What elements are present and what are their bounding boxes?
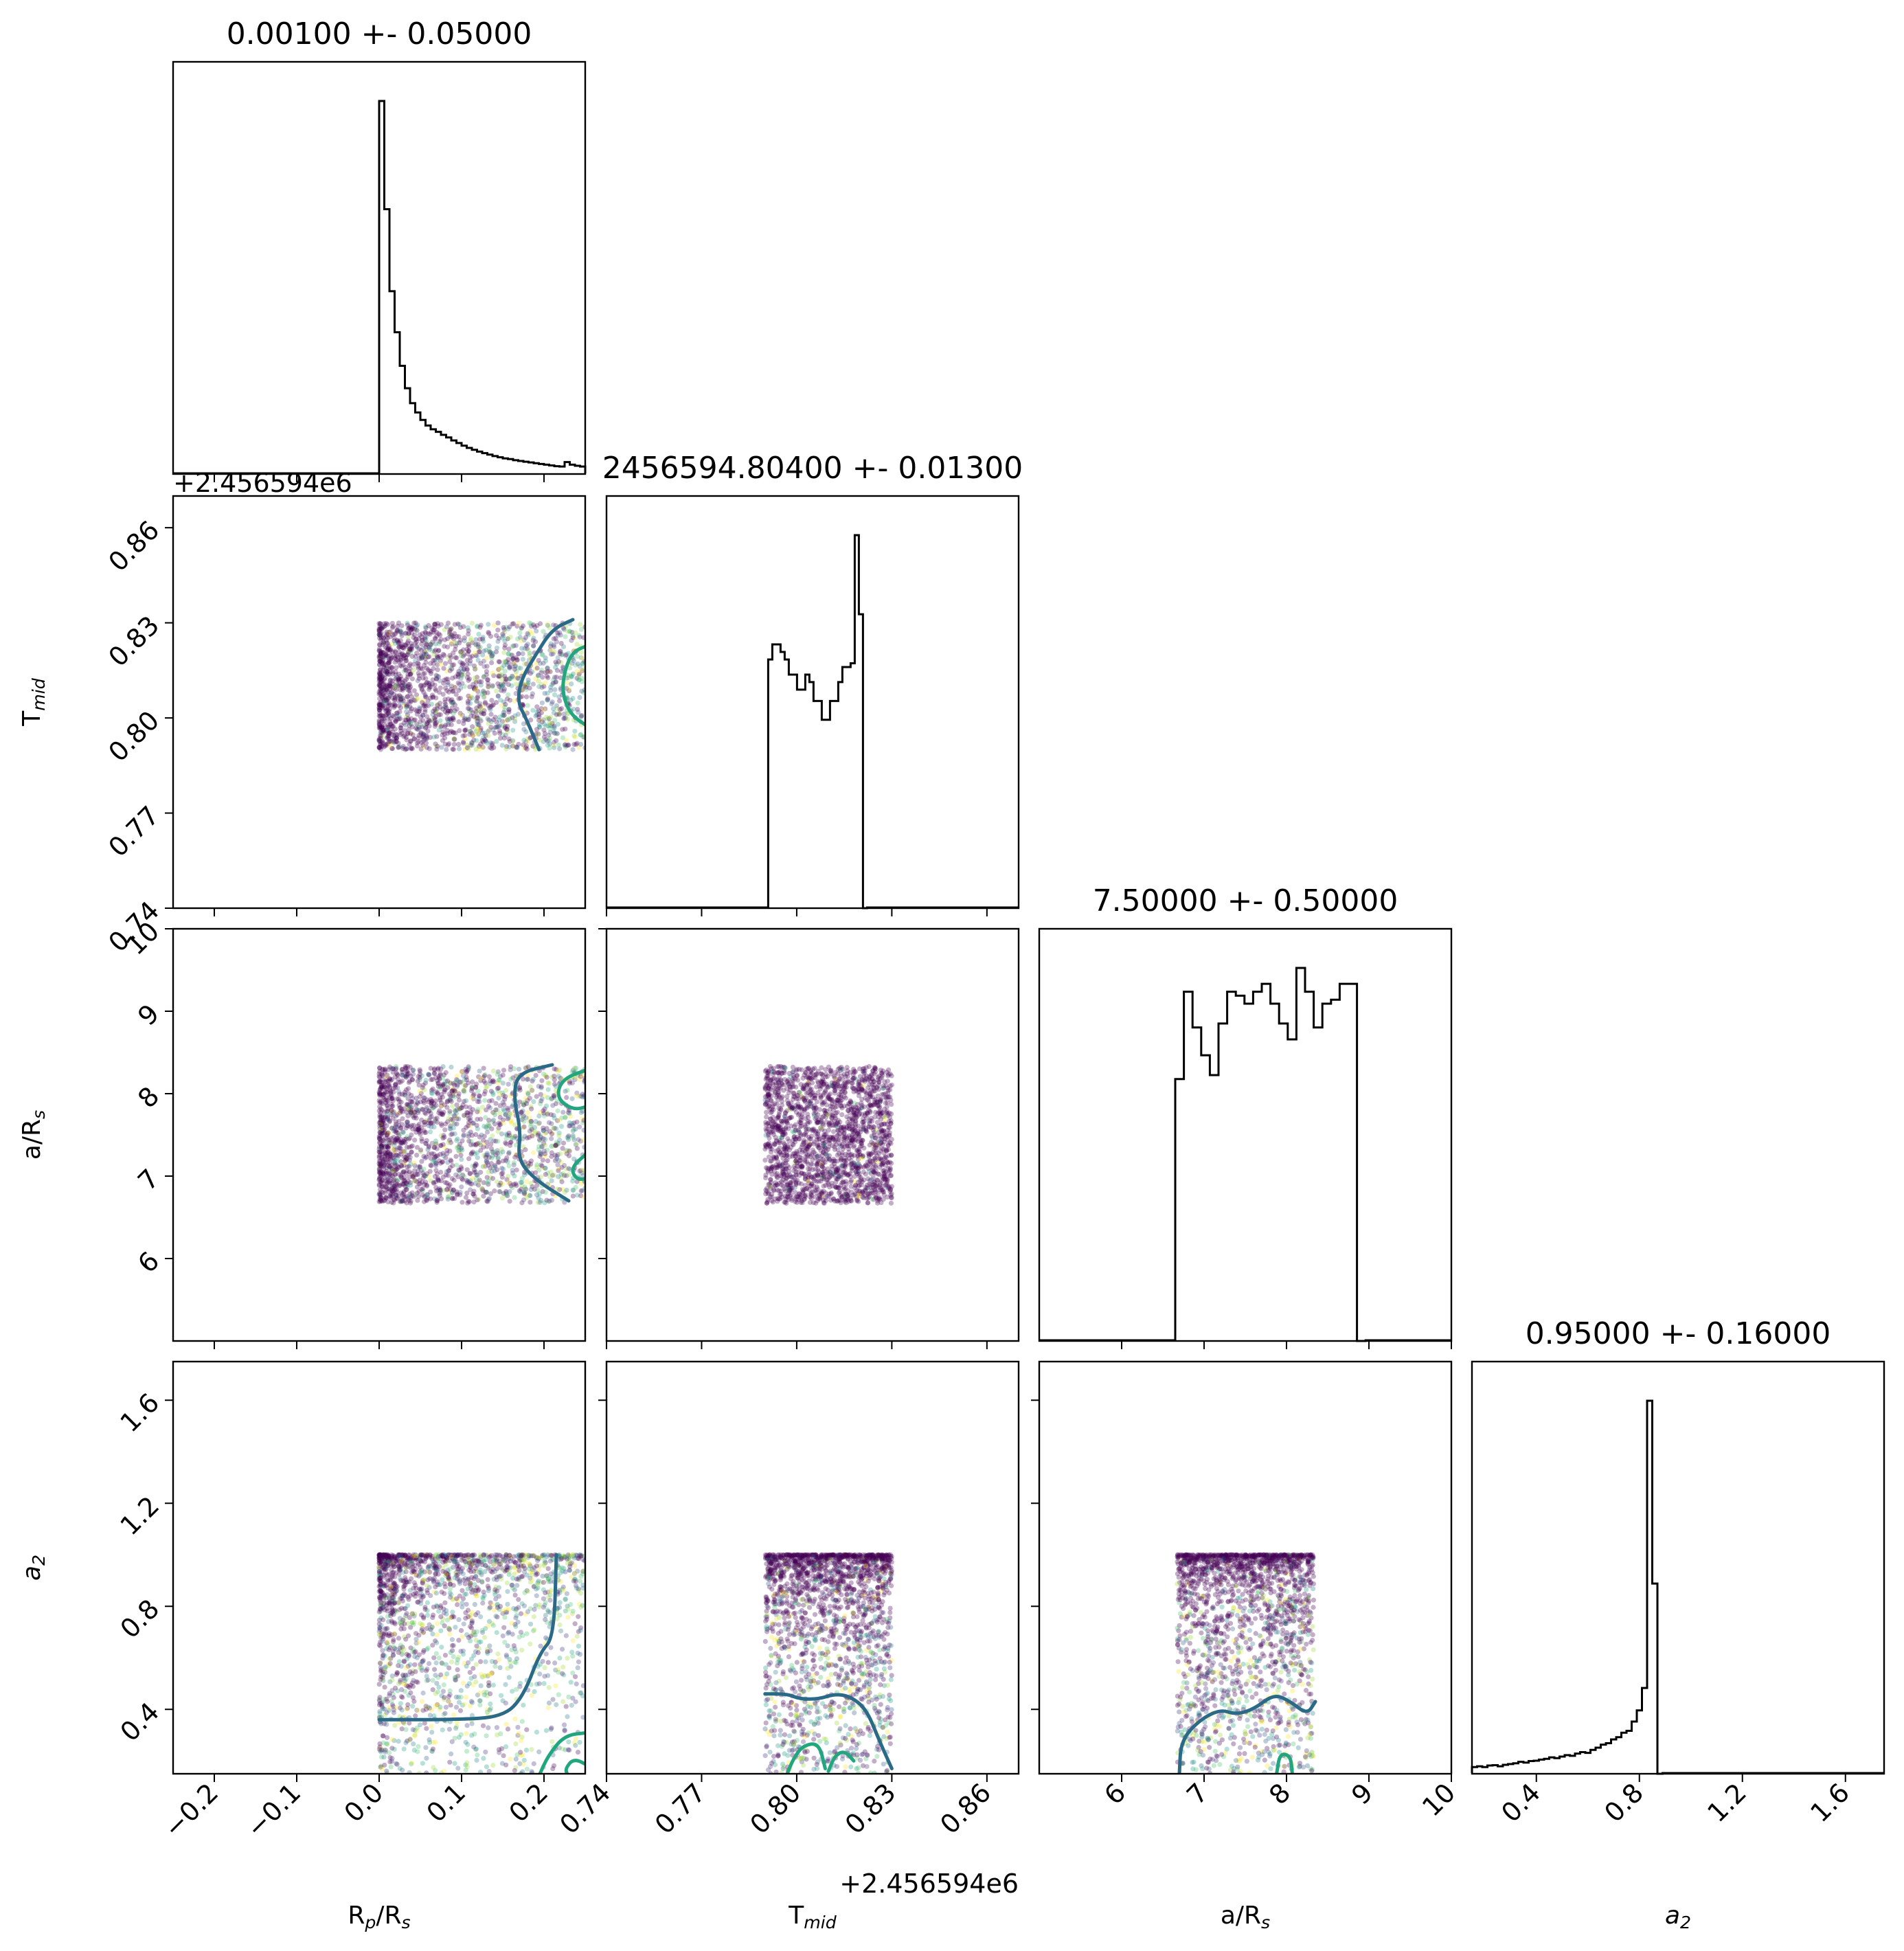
- xlabel-a2: a2: [1665, 1902, 1691, 1932]
- ytick-label-ars: 6: [132, 1245, 165, 1278]
- xtick-label-a2: 1.6: [1804, 1777, 1855, 1828]
- ytick-label-tmid: 0.83: [102, 610, 165, 673]
- label-layer: 0.00100 +- 0.05000 2456594.80400 +- 0.013…: [18, 16, 1855, 1932]
- xtick-label-tmid: 0.77: [649, 1777, 712, 1840]
- ytick-label-a2: 0.4: [115, 1697, 166, 1748]
- xtick-label-ars: 8: [1263, 1777, 1296, 1810]
- contour-outer-a2-tmid: [763, 1692, 894, 1770]
- ylabel-ars: a/Rs: [18, 1110, 49, 1160]
- xtick-label-rp: 0.1: [421, 1777, 472, 1828]
- histogram-layer: [173, 100, 1884, 1775]
- contour-outer-a2-rp: [377, 1553, 558, 1722]
- ytick-label-ars: 7: [132, 1163, 165, 1196]
- xtick-label-rp: 0.0: [339, 1777, 389, 1828]
- histogram-a2: [1471, 1399, 1884, 1775]
- title-tmid: 2456594.80400 +- 0.01300: [602, 451, 1023, 486]
- scatter-ars-tmid: [762, 1063, 894, 1206]
- ytick-label-a2: 1.6: [115, 1388, 166, 1439]
- ytick-label-a2: 1.2: [115, 1491, 166, 1542]
- ylabel-tmid: Tmid: [18, 677, 49, 727]
- contour-outer-a2-ars: [1177, 1695, 1317, 1774]
- panel-frame-tmid-tmid: [605, 495, 1020, 910]
- panel-frame-a2-ars: [1038, 1360, 1453, 1775]
- scatter-tmid-rp: [376, 620, 585, 752]
- xtick-label-ars: 7: [1181, 1777, 1214, 1810]
- panel-frame-ars-ars: [1038, 927, 1453, 1342]
- contour-inner-ars-rp-2: [571, 1152, 585, 1181]
- xtick-label-a2: 1.2: [1701, 1777, 1752, 1828]
- xlabel-ars: a/Rs: [1221, 1902, 1270, 1932]
- y-offset-tmid: +2.456594e6: [173, 468, 352, 498]
- scatter-ars-rp: [376, 1063, 585, 1206]
- xtick-label-ars: 9: [1346, 1777, 1379, 1810]
- ytick-label-a2: 0.8: [115, 1594, 166, 1645]
- scatter-a2-tmid: [762, 1552, 894, 1774]
- contour-inner-tmid-rp: [561, 644, 585, 727]
- scatter-layer: [376, 620, 1317, 1774]
- xlabel-tmid: Tmid: [788, 1902, 837, 1932]
- title-a2: 0.95000 +- 0.16000: [1526, 1316, 1831, 1351]
- contour-layer: [377, 618, 1317, 1774]
- contour-outer-tmid-rp: [517, 618, 575, 752]
- xtick-label-tmid: 0.80: [744, 1777, 806, 1840]
- title-ars: 7.50000 +- 0.50000: [1093, 883, 1398, 918]
- histogram-tmid: [607, 534, 1019, 910]
- xtick-label-a2: 0.8: [1598, 1777, 1649, 1828]
- scatter-a2-ars: [1175, 1552, 1317, 1774]
- ylabel-a2: a2: [18, 1555, 49, 1581]
- panel-frame-a2-tmid: [605, 1360, 1020, 1775]
- xtick-label-rp: −0.2: [158, 1777, 224, 1843]
- panel-frame-ars-tmid: [605, 927, 1020, 1342]
- ytick-label-ars: 8: [132, 1081, 165, 1114]
- x-offset-tmid: +2.456594e6: [839, 1869, 1019, 1899]
- contour-inner-a2-tmid-2: [826, 1750, 856, 1773]
- ytick-label-ars: 9: [132, 998, 165, 1031]
- xtick-label-rp: −0.1: [240, 1777, 306, 1843]
- panel-frame-a2-a2: [1471, 1360, 1885, 1775]
- xlabel-rp: Rp/Rs: [348, 1902, 410, 1932]
- title-rp: 0.00100 +- 0.05000: [227, 16, 532, 52]
- scatter-a2-rp: [376, 1552, 585, 1774]
- contour-inner-a2-rp-1: [538, 1731, 585, 1774]
- histogram-ars: [1039, 967, 1451, 1342]
- xtick-label-ars: 10: [1416, 1777, 1461, 1822]
- xtick-label-ars: 6: [1098, 1777, 1131, 1810]
- contour-outer-ars-rp: [513, 1063, 571, 1203]
- ytick-label-tmid: 0.80: [102, 705, 165, 767]
- xtick-label-tmid: 0.74: [554, 1777, 616, 1840]
- histogram-rp: [173, 100, 587, 475]
- frame-layer: [165, 60, 1885, 1782]
- xtick-label-rp: 0.2: [503, 1777, 554, 1828]
- contour-inner-a2-ars: [1275, 1752, 1294, 1774]
- xtick-label-a2: 0.4: [1495, 1777, 1546, 1828]
- ytick-label-tmid: 0.86: [102, 515, 165, 577]
- contour-inner-ars-rp-1: [556, 1068, 585, 1111]
- xtick-label-tmid: 0.86: [934, 1777, 997, 1840]
- ytick-label-tmid: 0.77: [102, 800, 165, 863]
- contour-inner-a2-rp-2: [564, 1759, 585, 1774]
- xtick-label-tmid: 0.83: [839, 1777, 902, 1840]
- contour-inner-a2-tmid-1: [785, 1742, 827, 1774]
